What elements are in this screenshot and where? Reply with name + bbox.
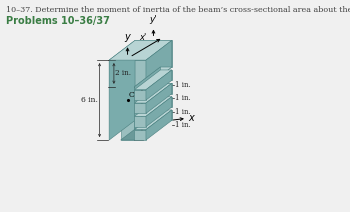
Text: 1 in.: 1 in. xyxy=(175,121,190,129)
Polygon shape xyxy=(146,70,172,100)
Text: 2 in.: 2 in. xyxy=(115,70,131,77)
Text: 1 in.: 1 in. xyxy=(175,94,190,102)
Polygon shape xyxy=(109,40,135,140)
Polygon shape xyxy=(146,40,172,87)
Polygon shape xyxy=(121,120,160,140)
Polygon shape xyxy=(134,67,160,140)
Polygon shape xyxy=(160,83,172,94)
Text: 4 in.: 4 in. xyxy=(143,109,159,117)
Text: 1 in.: 1 in. xyxy=(175,81,190,89)
Text: C: C xyxy=(129,91,135,99)
Polygon shape xyxy=(109,60,146,140)
Polygon shape xyxy=(134,103,146,113)
Polygon shape xyxy=(109,40,172,60)
Text: x: x xyxy=(188,113,194,123)
Polygon shape xyxy=(134,116,146,127)
Polygon shape xyxy=(160,110,172,120)
Polygon shape xyxy=(134,83,172,103)
Polygon shape xyxy=(134,67,172,87)
Polygon shape xyxy=(135,40,172,120)
Polygon shape xyxy=(160,70,172,80)
Polygon shape xyxy=(134,70,172,90)
Text: x': x' xyxy=(140,33,147,42)
Text: y: y xyxy=(124,32,130,42)
Text: 6 in.: 6 in. xyxy=(80,96,98,104)
Polygon shape xyxy=(134,90,146,100)
Text: Problems 10–36/37: Problems 10–36/37 xyxy=(6,16,110,26)
Polygon shape xyxy=(134,97,172,116)
Polygon shape xyxy=(146,83,172,113)
Text: y': y' xyxy=(149,15,158,24)
Text: 10–37. Determine the moment of inertia of the beam’s cross-sectional area about : 10–37. Determine the moment of inertia o… xyxy=(6,6,350,14)
Polygon shape xyxy=(160,97,172,107)
Text: 1 in.: 1 in. xyxy=(175,108,190,116)
Polygon shape xyxy=(134,130,146,140)
Polygon shape xyxy=(146,110,172,140)
Polygon shape xyxy=(134,110,172,130)
Polygon shape xyxy=(146,97,172,127)
